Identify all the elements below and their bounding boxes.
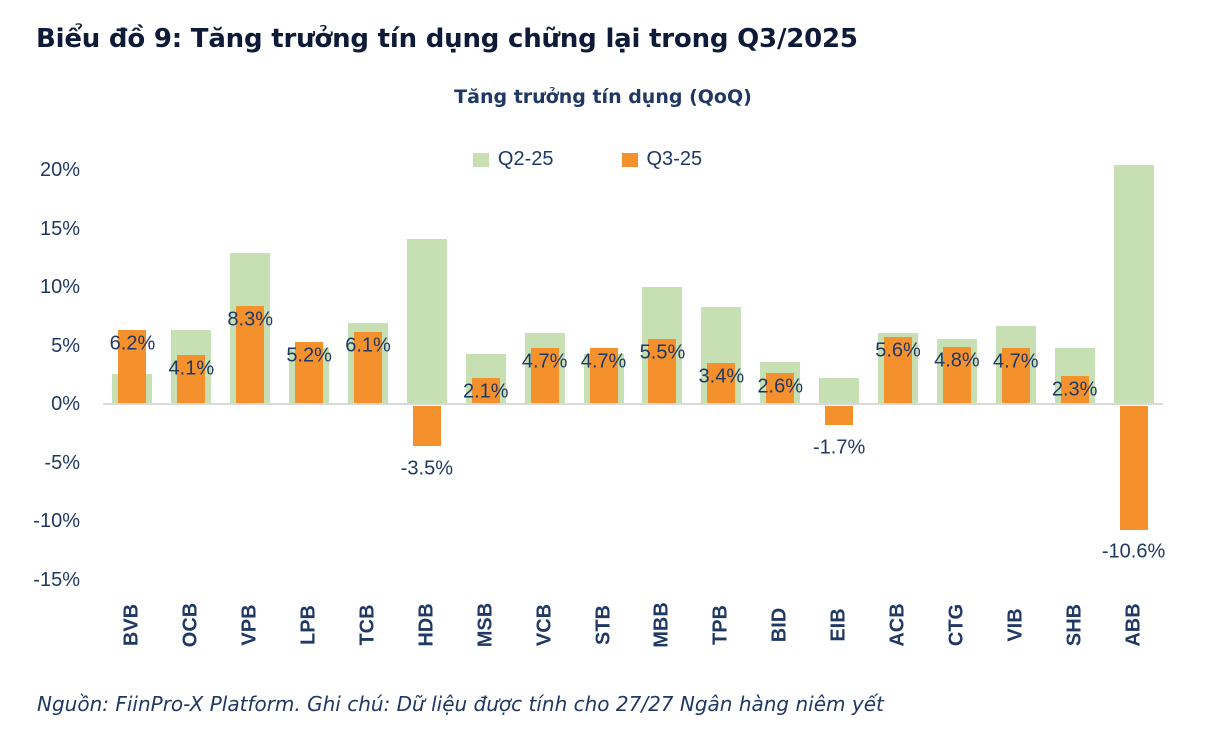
x-axis-label-OCB: OCB	[179, 602, 202, 648]
value-label-STB: 4.7%	[580, 350, 627, 373]
value-label-MSB: 2.1%	[462, 380, 509, 403]
bar-q3-ACB	[884, 337, 912, 403]
x-axis-label-ACB: ACB	[886, 603, 909, 647]
value-label-SHB: 2.3%	[1051, 378, 1098, 401]
y-axis-tick-20%: 20%	[39, 159, 80, 181]
x-axis-label-MSB: MSB	[474, 602, 497, 648]
bar-q3-BID	[766, 372, 795, 403]
value-label-ACB: 5.6%	[875, 339, 921, 362]
x-axis-label-VIB: VIB	[1004, 608, 1027, 642]
x-axis-label-VPB: VPB	[238, 604, 261, 646]
bar-q3-MSB	[471, 378, 500, 403]
x-axis-baseline	[103, 402, 1163, 406]
chart-legend: Q2-25 Q3-25	[0, 148, 1175, 171]
bar-q3-VPB	[236, 305, 265, 403]
bar-q2-HDB	[406, 239, 447, 403]
bar-q3-EIB	[825, 405, 854, 426]
x-axis-label-VCB: VCB	[533, 603, 556, 647]
value-label-BVB: 6.2%	[109, 332, 156, 355]
y-axis-tick--10%: -10%	[33, 510, 80, 532]
bar-q3-VIB	[1001, 348, 1030, 403]
x-axis-label-BID: BID	[768, 607, 791, 643]
value-label-EIB: -1.7%	[812, 436, 866, 459]
bar-q3-BVB	[118, 330, 147, 403]
x-axis-label-CTG: CTG	[945, 603, 968, 647]
legend-label-q3-25: Q3-25	[646, 148, 703, 170]
x-axis-label-SHB: SHB	[1063, 603, 1086, 647]
x-axis-label-TCB: TCB	[356, 604, 379, 646]
bar-q3-ABB	[1119, 405, 1148, 530]
bar-q3-CTG	[942, 346, 971, 403]
value-label-BID: 2.6%	[757, 375, 804, 398]
value-label-TPB: 3.4%	[698, 365, 745, 388]
x-axis-label-MBB: MBB	[650, 602, 673, 648]
value-label-CTG: 4.8%	[934, 349, 980, 372]
value-label-VPB: 8.3%	[227, 308, 274, 331]
legend-swatch-q2-25-icon	[472, 152, 489, 167]
bar-q3-TCB	[354, 331, 382, 403]
y-axis-tick-10%: 10%	[39, 276, 80, 298]
y-axis-tick--15%: -15%	[33, 568, 80, 591]
bar-q2-ABB	[1113, 165, 1154, 403]
bar-q3-HDB	[412, 405, 441, 447]
bar-q3-SHB	[1060, 376, 1089, 403]
bar-q3-LPB	[295, 342, 324, 403]
y-axis-tick-5%: 5%	[51, 334, 80, 357]
value-label-MBB: 5.5%	[639, 341, 686, 364]
value-label-LPB: 5.2%	[286, 344, 332, 367]
source-note: Nguồn: FiinPro-X Platform. Ghi chú: Dữ l…	[37, 692, 884, 716]
x-axis-label-BVB: BVB	[120, 603, 143, 647]
bar-q2-EIB	[819, 378, 860, 403]
bar-q3-VCB	[530, 348, 559, 403]
chart-subtitle: Tăng trưởng tín dụng (QoQ)	[454, 86, 752, 108]
bar-q3-TPB	[707, 363, 736, 403]
value-label-VIB: 4.7%	[992, 350, 1039, 373]
value-label-TCB: 6.1%	[345, 334, 391, 357]
value-label-HDB: -3.5%	[400, 457, 453, 480]
x-axis-label-HDB: HDB	[415, 603, 438, 647]
y-axis-tick-0%: 0%	[51, 393, 80, 415]
legend-item-q2-25: Q2-25	[472, 148, 554, 171]
bar-q3-OCB	[177, 355, 206, 403]
x-axis-label-ABB: ABB	[1122, 603, 1145, 647]
value-label-VCB: 4.7%	[521, 350, 568, 373]
value-label-OCB: 4.1%	[168, 357, 215, 380]
x-axis-label-LPB: LPB	[297, 605, 320, 645]
value-label-ABB: -10.6%	[1101, 540, 1166, 563]
x-axis-label-TPB: TPB	[709, 605, 732, 645]
legend-item-q3-25: Q3-25	[621, 148, 703, 171]
y-axis-tick--5%: -5%	[44, 451, 80, 474]
page-title: Biểu đồ 9: Tăng trưởng tín dụng chững lạ…	[36, 24, 858, 54]
y-axis-tick-15%: 15%	[39, 217, 80, 240]
bar-q3-MBB	[648, 338, 677, 403]
x-axis-label-EIB: EIB	[827, 608, 850, 642]
bar-q3-STB	[589, 348, 618, 403]
legend-label-q2-25: Q2-25	[497, 148, 554, 170]
x-axis-label-STB: STB	[592, 605, 615, 645]
legend-swatch-q3-25-icon	[621, 152, 638, 167]
